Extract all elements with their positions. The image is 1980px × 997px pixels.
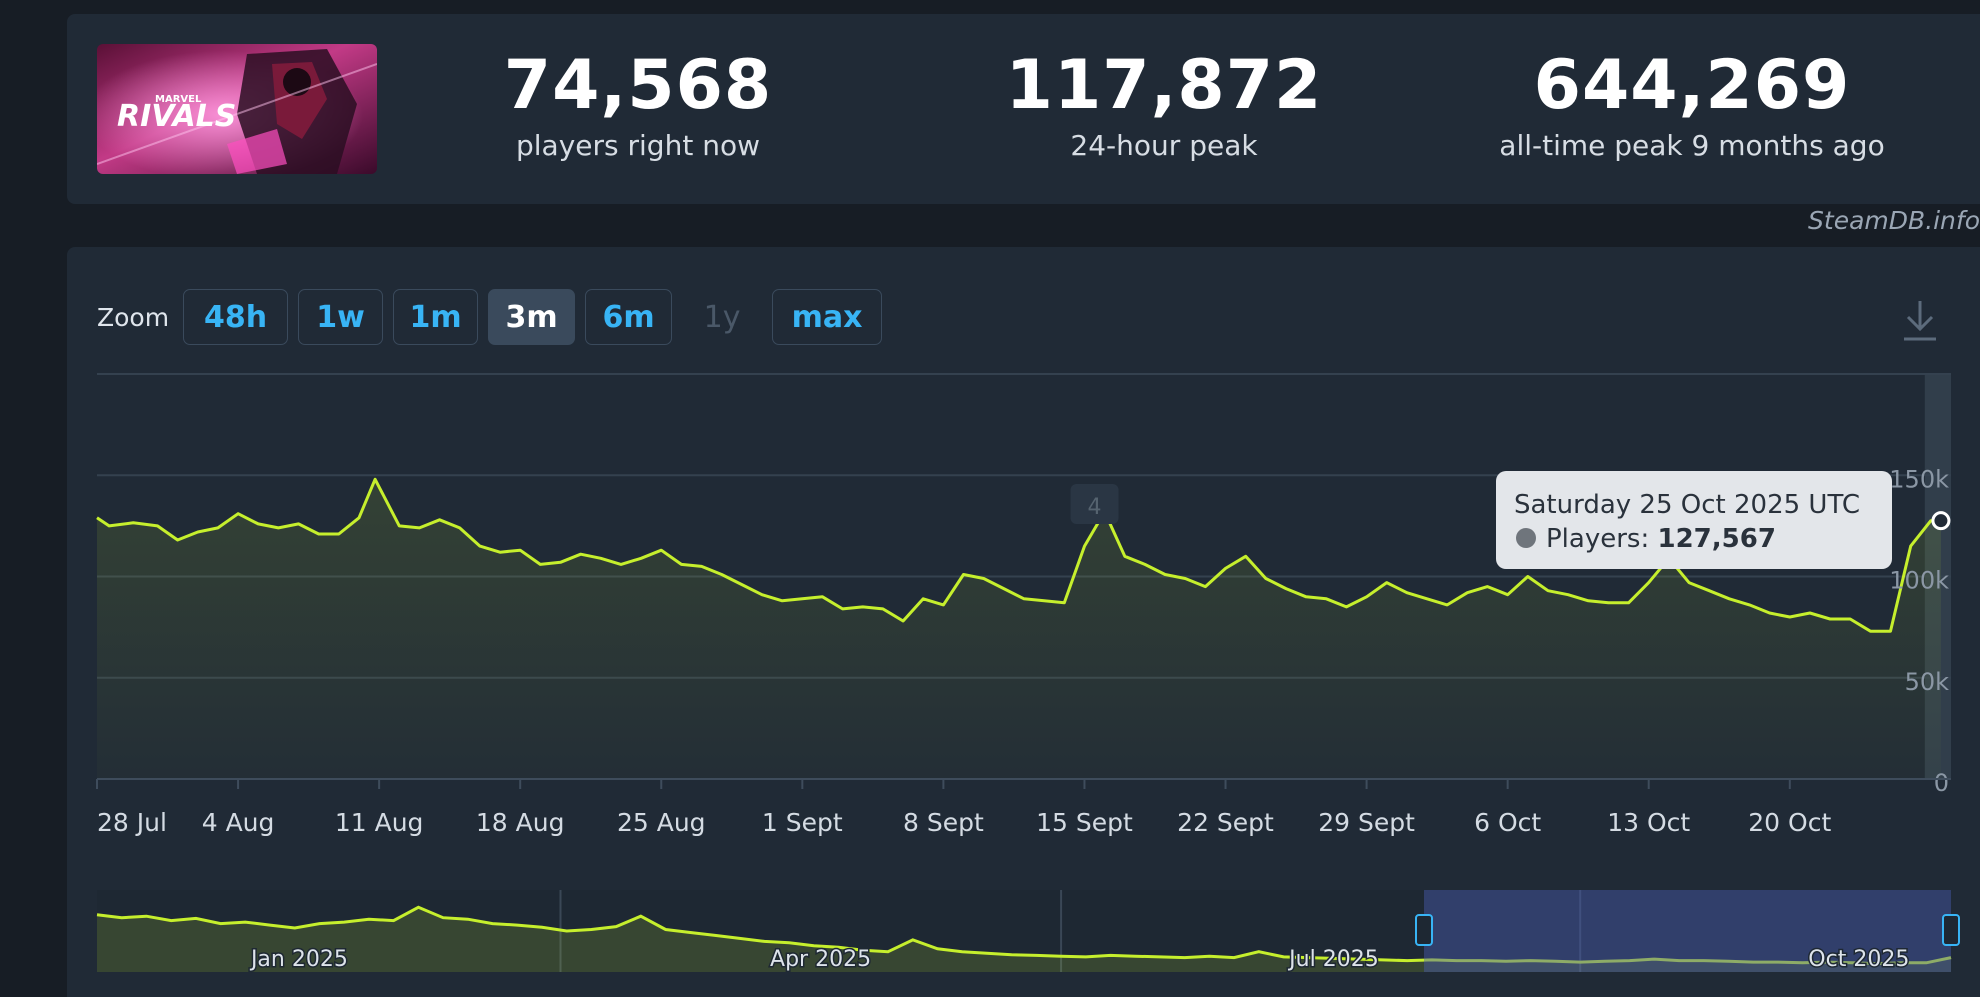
stat-24h-peak: 117,872 24-hour peak: [904, 44, 1424, 164]
peak-24h-value: 117,872: [1005, 46, 1323, 125]
alltime-peak-label: all-time peak 9 months ago: [1499, 129, 1885, 162]
navigator-area: [97, 907, 1951, 972]
peak-24h-label: 24-hour peak: [1070, 129, 1258, 162]
download-icon[interactable]: [1900, 297, 1940, 343]
tooltip-value: 127,567: [1657, 524, 1775, 554]
series-area: [97, 479, 1941, 779]
annotation-label: 4: [1088, 495, 1102, 520]
stat-alltime-peak: 644,269 all-time peak 9 months ago: [1432, 44, 1952, 164]
banner-logo: RIVALS: [117, 99, 236, 134]
tooltip-series-label: Players: 127,567: [1546, 524, 1776, 554]
x-tick-label: 20 Oct: [1748, 808, 1831, 837]
hover-point-marker: [1931, 511, 1951, 531]
navigator-label: Jul 2025: [1287, 947, 1379, 972]
zoom-controls: Zoom 48h 1w 1m 3m 6m 1y max: [97, 287, 892, 347]
y-tick-label: 50k: [1905, 668, 1950, 696]
x-tick-label: 4 Aug: [202, 808, 275, 837]
x-tick-label: 8 Sept: [903, 808, 984, 837]
tooltip-box: [1496, 471, 1892, 569]
x-tick-label: 13 Oct: [1607, 808, 1690, 837]
zoom-button-6m[interactable]: 6m: [585, 289, 673, 345]
annotation-flag[interactable]: [1070, 484, 1119, 524]
zoom-button-max[interactable]: max: [772, 289, 883, 345]
series-line-players[interactable]: [96, 477, 1941, 633]
navigator-line: [96, 905, 1952, 966]
y-tick-label: 100k: [1889, 567, 1949, 595]
navigator-window[interactable]: [1424, 890, 1951, 972]
tooltip-date: Saturday 25 Oct 2025 UTC: [1514, 490, 1860, 520]
zoom-button-1m[interactable]: 1m: [393, 289, 479, 345]
tooltip: Saturday 25 Oct 2025 UTC Players: 127,567: [1496, 471, 1892, 569]
x-tick-label: 29 Sept: [1318, 808, 1415, 837]
x-tick-label: 22 Sept: [1177, 808, 1274, 837]
zoom-label: Zoom: [97, 302, 170, 332]
game-banner-art: MARVEL RIVALS: [97, 44, 377, 174]
x-tick-label: 1 Sept: [762, 808, 843, 837]
x-tick-label: 15 Sept: [1036, 808, 1133, 837]
navigator-label: Oct 2025: [1808, 947, 1909, 972]
y-tick-label: 0: [1934, 769, 1949, 797]
zoom-button-1y: 1y: [703, 299, 741, 335]
current-players-label: players right now: [516, 129, 760, 162]
current-players-value: 74,568: [503, 46, 773, 125]
zoom-button-3m[interactable]: 3m: [488, 289, 576, 345]
navigator-label: Jan 2025: [249, 947, 348, 972]
navigator-handle-left[interactable]: [1415, 914, 1433, 946]
x-tick-label: 28 Jul: [97, 808, 167, 837]
x-tick-label: 25 Aug: [617, 808, 706, 837]
navigator-background: [97, 890, 1951, 972]
stats-panel: MARVEL RIVALS 74,568 players right now 1…: [67, 14, 1980, 204]
y-tick-label: 150k: [1889, 465, 1949, 493]
tooltip-series-dot: [1516, 528, 1536, 548]
x-tick-label: 18 Aug: [476, 808, 565, 837]
steamdb-credit[interactable]: SteamDB.info: [1808, 206, 1980, 235]
x-tick-label: 6 Oct: [1474, 808, 1541, 837]
alltime-peak-value: 644,269: [1533, 46, 1851, 125]
stat-current-players: 74,568 players right now: [378, 44, 898, 164]
navigator-label: Apr 2025: [770, 947, 871, 972]
x-tick-label: 11 Aug: [335, 808, 424, 837]
navigator-handle-right[interactable]: [1942, 914, 1960, 946]
banner-logo-small: MARVEL: [155, 94, 202, 105]
zoom-button-48h[interactable]: 48h: [183, 289, 289, 345]
game-banner-image[interactable]: MARVEL RIVALS: [97, 44, 377, 174]
zoom-button-1w[interactable]: 1w: [298, 289, 384, 345]
